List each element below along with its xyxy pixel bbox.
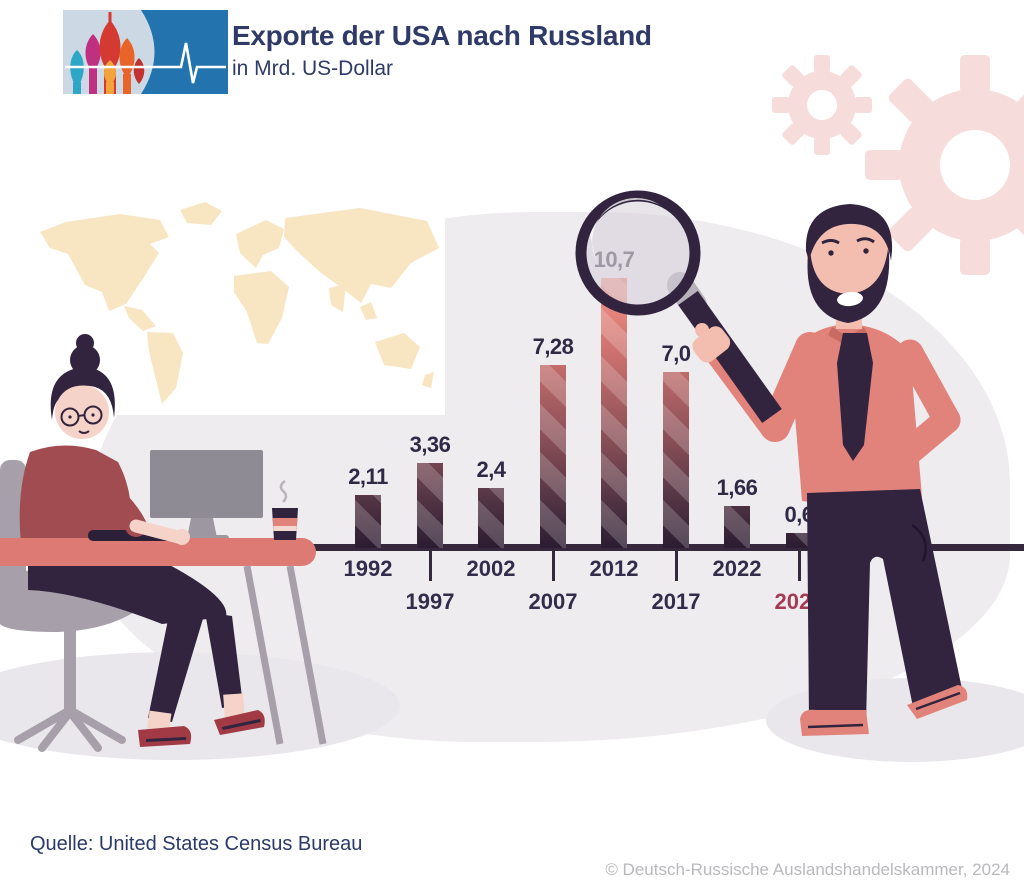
bar-2017 [663, 372, 689, 548]
pulse-line-icon [65, 42, 226, 84]
bar-2002 [478, 488, 504, 548]
page-title: Exporte der USA nach Russland [232, 20, 652, 51]
year-label-1992: 1992 [343, 556, 393, 581]
gear-icon [772, 55, 1024, 275]
glasses-icon [60, 405, 103, 427]
source-note: Quelle: United States Census Bureau [30, 833, 363, 855]
year-label-2022: 2022 [712, 556, 762, 581]
bar-value-label-1997: 3,36 [409, 432, 451, 457]
bar-value-label-2022: 1,66 [716, 475, 758, 500]
year-label-2017: 2017 [651, 589, 701, 614]
axis-tick-1997 [429, 551, 432, 581]
axis-tick-2017 [675, 551, 678, 581]
world-map-icon [40, 202, 439, 404]
bar-1992 [355, 495, 381, 548]
axis-tick-2007 [552, 551, 555, 581]
woman-at-desk-illustration [0, 334, 327, 752]
desk [0, 538, 327, 745]
timeline-axis [288, 544, 1024, 551]
bar-2022 [724, 506, 750, 548]
man-shoes [800, 685, 968, 736]
page-subtitle: in Mrd. US-Dollar [232, 57, 394, 80]
logo [63, 10, 228, 94]
year-label-2002: 2002 [466, 556, 516, 581]
bar-value-label-1992: 2,11 [348, 464, 388, 489]
year-label-2012: 2012 [589, 556, 639, 581]
bar-2023 [786, 533, 812, 548]
year-label-2007: 2007 [528, 589, 578, 614]
coffee-cup-icon [272, 479, 298, 540]
magnifying-glass-icon [575, 190, 782, 423]
bar-value-label-2002: 2,4 [476, 457, 506, 482]
bar-1997 [417, 463, 443, 548]
woman-shoes [138, 710, 265, 747]
bar-value-label-2017: 7,0 [661, 341, 691, 366]
bar-2012 [601, 278, 627, 548]
bar-value-label-2007: 7,28 [532, 334, 574, 359]
bar-2007 [540, 365, 566, 548]
copyright-note: © Deutsch-Russische Auslandshandelskamme… [605, 860, 1010, 879]
year-label-1997: 1997 [405, 589, 455, 614]
axis-tick-2023 [798, 551, 801, 581]
